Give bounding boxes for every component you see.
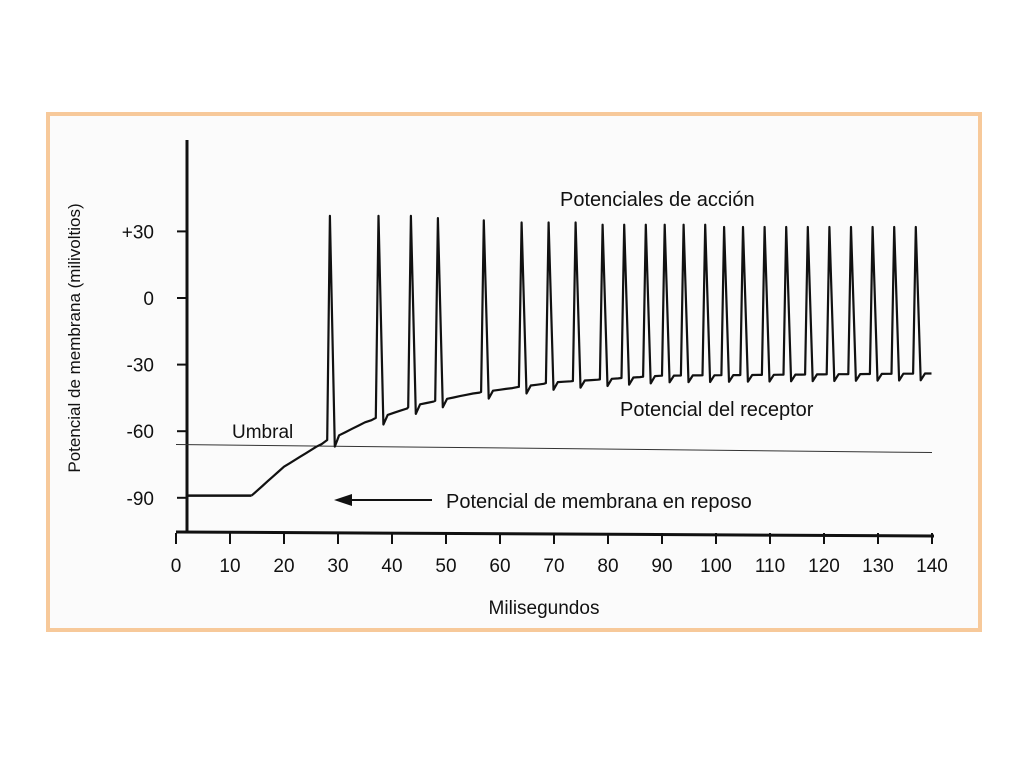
x-tick-label: 140	[916, 556, 948, 577]
x-tick-label: 0	[171, 556, 182, 577]
y-tick-label: -90	[127, 489, 154, 510]
resting-potential-annotation: Potencial de membrana en reposo	[446, 491, 752, 513]
y-ticks: +30 0 -30 -60 -90	[122, 222, 187, 510]
x-tick-label: 10	[219, 556, 240, 577]
x-tick-label: 80	[597, 556, 618, 577]
action-potential-spikes	[329, 215, 916, 227]
y-tick-label: +30	[122, 222, 154, 243]
x-tick-label: 50	[435, 556, 456, 577]
x-tick-label: 60	[489, 556, 510, 577]
y-axis-label: Potencial de membrana (milivoltios)	[65, 203, 84, 472]
y-tick-label: -30	[127, 356, 154, 377]
axes	[175, 140, 935, 538]
x-tick-label: 90	[651, 556, 672, 577]
y-tick-label: 0	[143, 289, 154, 310]
x-tick-label: 30	[327, 556, 348, 577]
receptor-potential-annotation: Potencial del receptor	[620, 399, 814, 421]
x-tick-label: 20	[273, 556, 294, 577]
x-ticks: 0 10 20 30 40 50 60 70 80 90 100 110 120 130 140	[171, 533, 948, 577]
x-axis-label: Milisegundos	[489, 598, 600, 619]
x-tick-label: 100	[700, 556, 732, 577]
threshold-line	[175, 444, 933, 454]
x-tick-label: 40	[381, 556, 402, 577]
x-tick-label: 130	[862, 556, 894, 577]
x-tick-label: 70	[543, 556, 564, 577]
x-tick-label: 110	[755, 556, 785, 577]
figure-frame: +30 0 -30 -60 -90 0 10 20 30 40 50 60 70 80 90 100 110 1…	[46, 112, 982, 632]
membrane-potential-trace	[250, 214, 932, 497]
membrane-potential-chart: +30 0 -30 -60 -90 0 10 20 30 40 50 60 70 80 90 100 110 1…	[65, 140, 948, 619]
x-tick-label: 120	[808, 556, 840, 577]
resting-arrow	[334, 494, 432, 506]
y-tick-label: -60	[127, 422, 154, 443]
threshold-label: Umbral	[232, 422, 293, 443]
action-potentials-annotation: Potenciales de acción	[560, 189, 755, 211]
